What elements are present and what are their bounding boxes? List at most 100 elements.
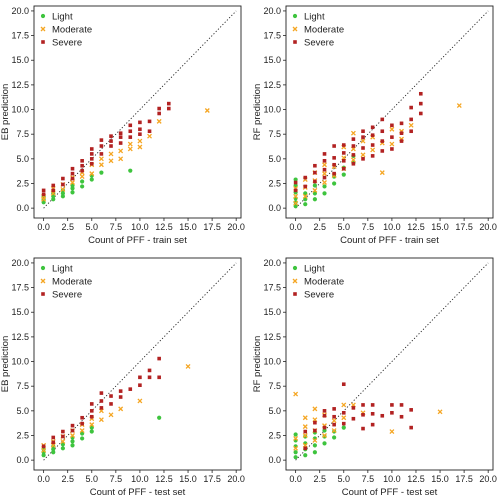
legend-marker-moderate (292, 278, 298, 284)
data-point (89, 422, 95, 428)
data-point (118, 131, 123, 135)
data-point (70, 433, 75, 438)
data-point (399, 403, 404, 407)
data-point (322, 413, 327, 418)
y-tick-label: 15.0 (263, 55, 281, 65)
data-point (351, 144, 356, 148)
data-point (370, 403, 375, 407)
x-tick-label: 15.0 (179, 474, 197, 484)
legend-marker-severe (293, 292, 297, 296)
series-severe (293, 91, 423, 193)
series-severe (41, 101, 171, 197)
x-tick-label: 5.0 (338, 474, 351, 484)
data-point (341, 425, 346, 430)
x-tick-label: 12.5 (155, 222, 173, 232)
y-tick-label: 17.5 (263, 283, 281, 293)
data-point (98, 156, 104, 162)
data-point (322, 191, 327, 196)
data-point (293, 177, 298, 182)
data-point (60, 446, 65, 451)
legend-marker-moderate (292, 26, 298, 32)
legend-marker-severe (41, 40, 45, 44)
data-point (41, 188, 46, 193)
data-point (418, 91, 423, 96)
x-tick-label: 17.5 (455, 474, 473, 484)
data-point (60, 186, 66, 192)
x-tick-label: 10.0 (383, 474, 401, 484)
data-point (351, 137, 356, 141)
data-point (332, 435, 337, 440)
x-tick-label: 17.5 (455, 222, 473, 232)
legend-label-severe: Severe (304, 290, 334, 301)
data-point (60, 438, 66, 444)
data-point (99, 170, 104, 175)
y-tick-label: 17.5 (263, 31, 281, 41)
data-point (108, 151, 114, 157)
data-point (204, 108, 210, 113)
data-point (80, 184, 85, 189)
y-tick-label: 5.0 (16, 154, 29, 164)
data-point (380, 129, 385, 134)
data-point (313, 420, 317, 425)
data-point (109, 134, 113, 138)
data-point (80, 163, 84, 168)
data-point (331, 428, 337, 434)
legend-label-light: Light (304, 12, 325, 23)
data-point (361, 146, 365, 150)
y-tick-label: 15.0 (11, 307, 29, 317)
data-point (380, 117, 385, 122)
data-point (341, 402, 347, 408)
y-tick-label: 5.0 (268, 406, 281, 416)
data-point (389, 141, 395, 147)
data-point (51, 188, 56, 193)
y-tick-label: 7.5 (268, 381, 281, 391)
data-point (293, 200, 299, 206)
data-point (51, 450, 56, 455)
data-point (293, 450, 298, 455)
data-point (89, 152, 94, 156)
data-point (293, 188, 298, 193)
legend-label-light: Light (52, 264, 73, 275)
data-point (138, 383, 142, 387)
data-point (157, 111, 161, 116)
data-point (322, 167, 327, 172)
data-point (409, 425, 413, 430)
y-tick-label: 12.5 (263, 332, 281, 342)
data-point (70, 176, 75, 181)
data-point (128, 129, 133, 134)
series-severe (303, 382, 413, 451)
data-point (332, 174, 337, 179)
data-point (409, 129, 413, 134)
x-tick-label: 12.5 (407, 222, 425, 232)
data-point (332, 144, 336, 148)
x-tick-label: 12.5 (155, 474, 173, 484)
data-point (109, 139, 113, 143)
x-tick-label: 0.0 (37, 474, 50, 484)
data-point (341, 159, 346, 163)
y-tick-label: 10.0 (263, 357, 281, 367)
data-point (303, 434, 308, 439)
legend: Light Moderate Severe (292, 12, 344, 49)
data-point (312, 437, 318, 443)
y-tick-label: 17.5 (11, 31, 29, 41)
data-point (99, 144, 104, 148)
data-point (360, 152, 366, 158)
data-point (80, 159, 84, 163)
data-point (312, 183, 317, 188)
y-tick-label: 0.0 (16, 455, 29, 465)
x-tick-label: 15.0 (179, 222, 197, 232)
data-point (61, 429, 65, 434)
data-point (70, 190, 75, 195)
y-tick-label: 20.0 (263, 258, 281, 268)
y-tick-label: 10.0 (263, 105, 281, 115)
x-tick-label: 0.0 (289, 474, 302, 484)
data-point (51, 435, 56, 440)
data-point (390, 147, 394, 151)
data-point (137, 398, 143, 404)
y-tick-label: 7.5 (16, 129, 29, 139)
data-point (303, 202, 308, 207)
data-point (80, 179, 85, 184)
data-point (331, 418, 337, 424)
data-point (293, 200, 298, 205)
x-tick-label: 5.0 (338, 222, 351, 232)
